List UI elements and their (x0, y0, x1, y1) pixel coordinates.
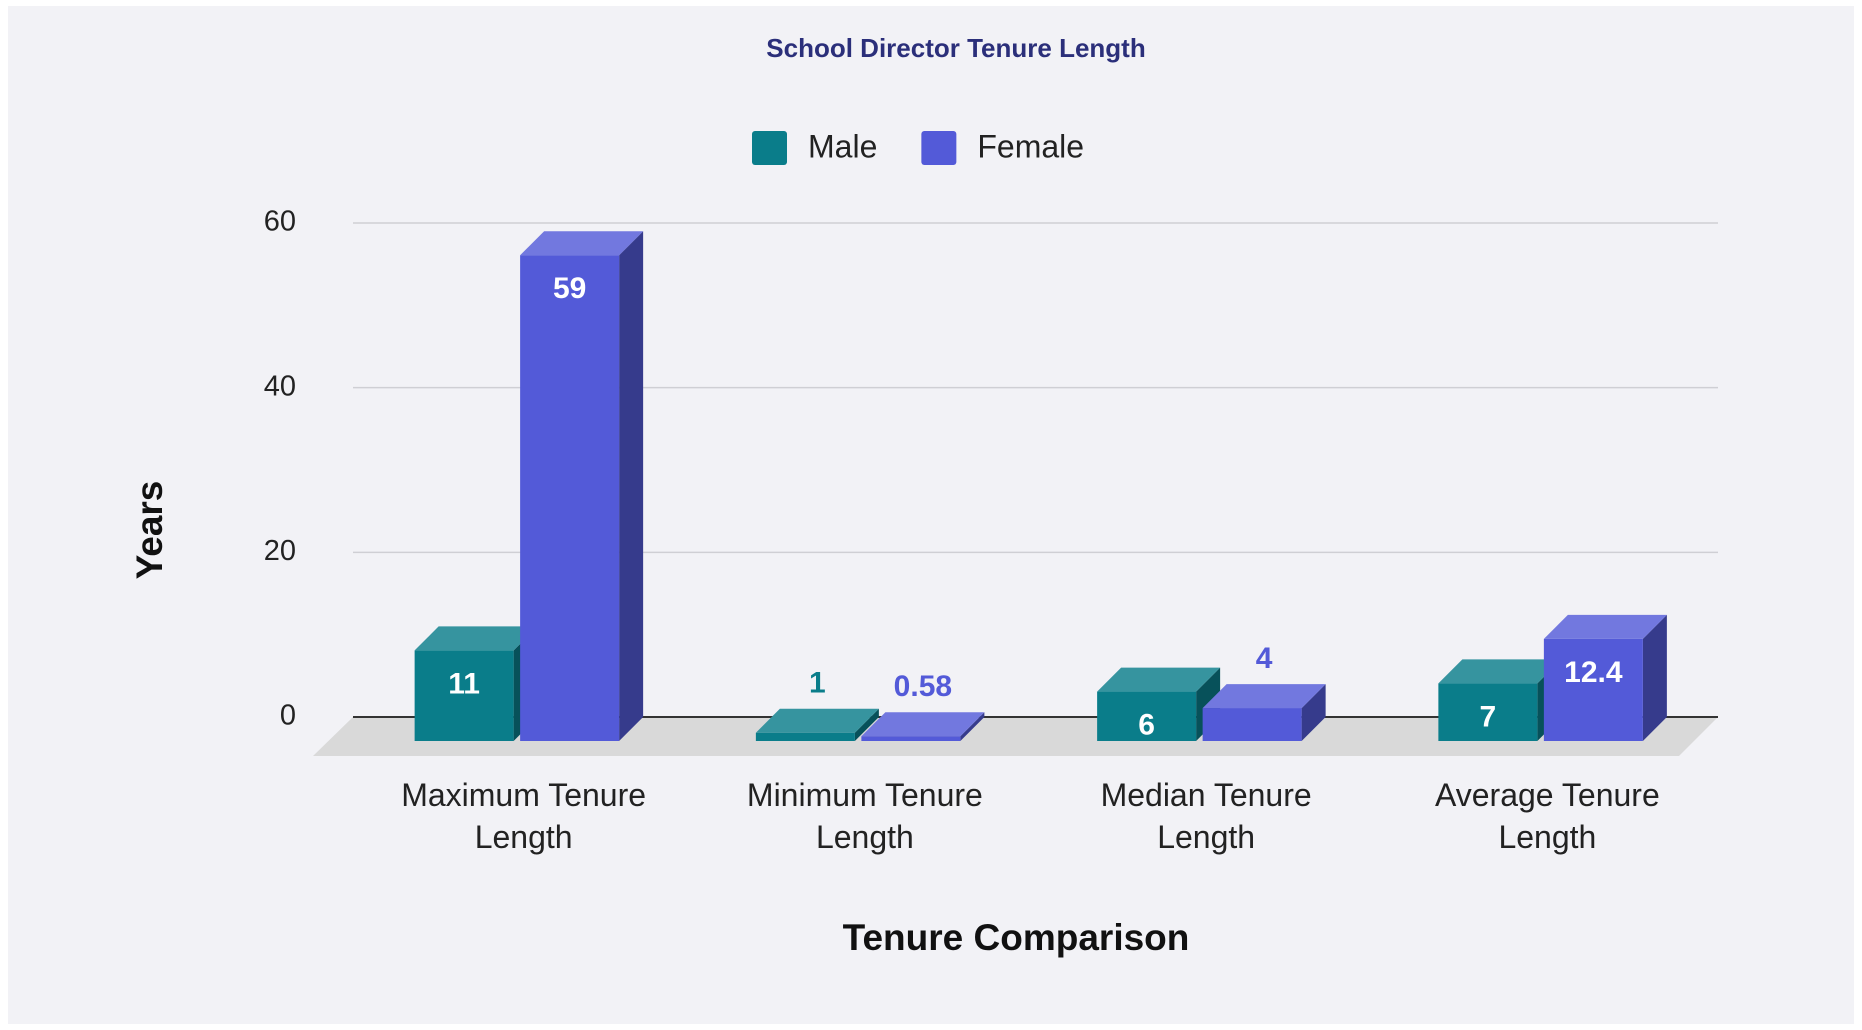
y-tick-label: 0 (280, 700, 296, 732)
data-label: 59 (553, 272, 586, 305)
bar-top (1543, 614, 1667, 639)
bar-side (1642, 614, 1667, 741)
y-tick-label: 60 (264, 206, 296, 238)
chart-title: School Director Tenure Length (766, 33, 1145, 63)
bar-side (1301, 684, 1326, 741)
data-label: 12.4 (1564, 656, 1623, 689)
x-tick-label: Median Tenure Length (1100, 777, 1312, 855)
bar-side (960, 712, 985, 741)
bar-side (854, 708, 879, 741)
bar (755, 732, 855, 741)
x-tick-label: Average Tenure Length (1434, 777, 1660, 855)
x-tick-label: Maximum Tenure Length (401, 777, 647, 855)
bar-top (1438, 659, 1562, 684)
bar-top (1097, 667, 1221, 692)
bar-side (619, 231, 644, 741)
bar-top (414, 626, 538, 651)
bar-top (861, 712, 985, 737)
legend-label: Female (977, 128, 1084, 164)
bar (520, 255, 620, 741)
x-axis-title: Tenure Comparison (843, 917, 1190, 958)
chart-background (8, 6, 1854, 1024)
bar (1438, 683, 1538, 741)
legend-label: Male (808, 128, 877, 164)
data-label: 11 (448, 667, 480, 700)
legend-swatch (752, 131, 787, 165)
data-label: 6 (1138, 709, 1155, 742)
data-label: 7 (1480, 700, 1497, 733)
data-label: 4 (1256, 642, 1273, 675)
bar (1097, 691, 1197, 741)
bar (861, 736, 961, 741)
bar (1543, 638, 1643, 741)
bar-top (755, 708, 879, 733)
bar (414, 650, 514, 741)
data-label: 0.58 (894, 670, 952, 703)
legend-swatch (921, 131, 957, 165)
bar (1202, 708, 1302, 741)
floor (313, 717, 1718, 756)
bar-top (520, 231, 644, 256)
bar-top (1202, 684, 1326, 709)
x-tick-label: Minimum Tenure Length (746, 777, 983, 855)
data-label: 1 (809, 667, 826, 700)
y-tick-label: 20 (264, 535, 296, 567)
y-axis-title: Years (129, 481, 170, 580)
y-tick-label: 40 (264, 370, 296, 402)
